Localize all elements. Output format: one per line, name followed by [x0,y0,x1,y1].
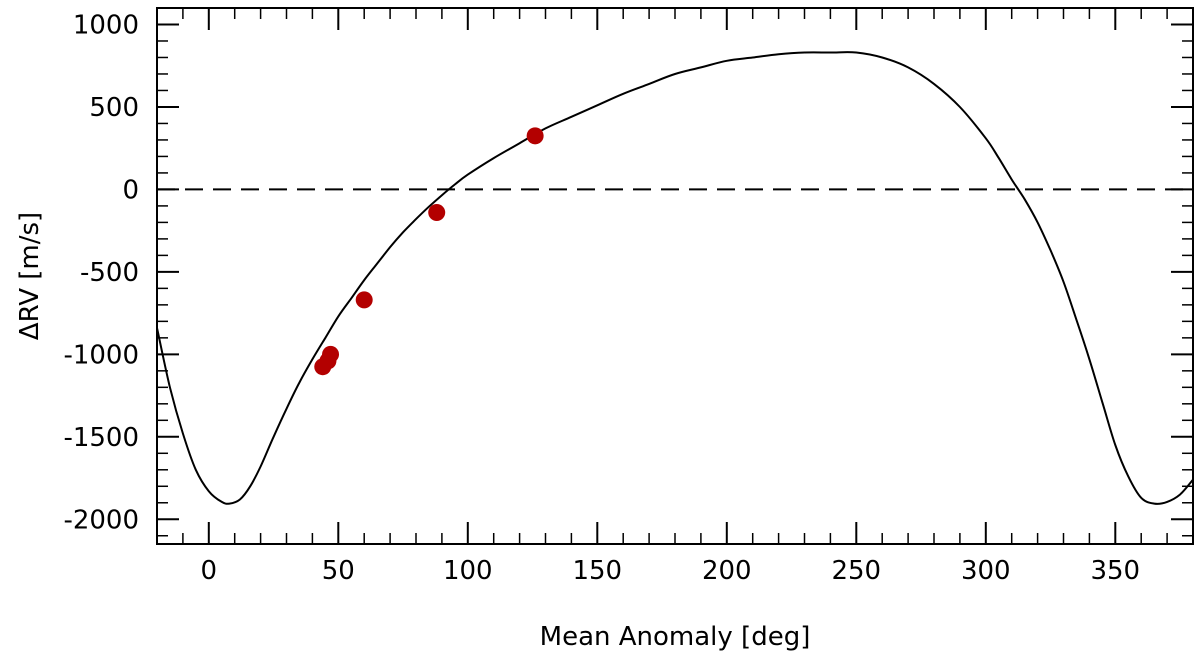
rv-data-points [314,127,544,376]
x-tick-label: 50 [322,556,355,586]
axis-tick-labels: 0 50 100 150 200 250 300 350 -2000 -1500 -1000 -500… [63,10,1140,586]
y-tick-label: -1000 [63,340,139,370]
x-tick-label: 200 [702,556,752,586]
y-tick-label: 0 [122,175,139,205]
y-tick-label: 500 [89,93,139,123]
rv-data-point [355,291,373,309]
x-tick-label: 100 [443,556,493,586]
y-tick-label: -500 [80,258,139,288]
plot-frame [156,7,1194,545]
y-tick-label: -1500 [63,423,139,453]
y-axis-title: ΔRV [m/s] [15,212,45,340]
rv-data-point [322,345,340,363]
x-axis-title: Mean Anomaly [deg] [540,622,811,652]
x-tick-label: 300 [961,556,1011,586]
y-tick-label: -2000 [63,505,139,535]
rv-data-point [428,204,446,222]
rv-model-curve [156,51,1194,505]
x-tick-label: 150 [572,556,622,586]
x-tick-label: 0 [201,556,218,586]
x-tick-label: 350 [1090,556,1140,586]
rv-data-point [526,127,544,145]
axis-ticks [156,7,1194,544]
y-tick-label: 1000 [73,10,139,40]
x-tick-label: 250 [831,556,881,586]
